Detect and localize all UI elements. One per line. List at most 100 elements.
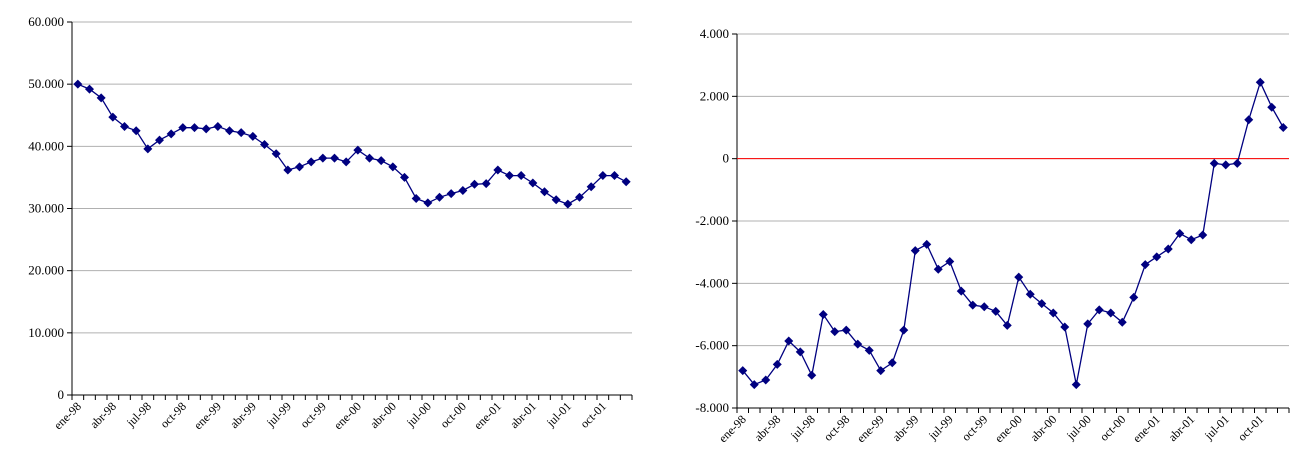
data-point [922,239,932,249]
data-point [598,171,608,181]
series-line [77,83,627,205]
data-point [621,177,631,187]
y-tick-label: 0 [723,151,730,166]
y-tick-label: 20.000 [28,263,64,278]
data-point [1025,289,1035,299]
y-tick-label: 40.000 [28,138,64,153]
data-point [1152,252,1162,262]
x-tick-label: oct-98 [821,412,853,444]
data-point [1048,308,1058,318]
data-point [166,129,176,139]
y-tick-label: 10.000 [28,325,64,340]
data-point [841,325,851,335]
data-point [807,370,817,380]
data-point [353,145,363,155]
data-point [1232,158,1242,168]
right-chart: -8.000 -6.000 -4.000 -2.000 0 2.000 4.000 ene-9… [695,26,1290,445]
data-point [493,165,503,175]
data-point [376,156,386,166]
data-point [411,194,421,204]
data-point [818,310,828,319]
y-tick-label: 4.000 [700,26,729,41]
data-point [979,302,989,312]
data-point [610,171,619,181]
data-point [528,178,538,188]
data-point [551,195,561,205]
x-tick-label: oct-01 [1235,412,1267,444]
data-point [435,192,444,202]
data-point [1083,319,1093,329]
data-point [236,128,246,138]
x-tick-label: ene-00 [331,399,364,432]
y-tick-label: -8.000 [695,400,729,415]
data-point [388,162,398,172]
x-tick-label: abr-01 [507,399,539,431]
data-point [968,300,978,310]
x-tick-label: jul-99 [263,399,294,430]
data-point [365,153,374,163]
data-point [96,93,106,103]
x-tick-label: oct-01 [577,399,609,431]
y-tick-label: 60.000 [28,14,64,29]
data-point [864,345,874,355]
data-point [586,182,596,192]
data-point [516,171,526,181]
data-point [575,192,584,202]
y-tick-label: -6.000 [695,338,729,353]
data-point [1002,320,1012,330]
data-point [458,185,468,195]
data-point [853,339,863,349]
data-point [423,198,433,208]
data-point [446,189,456,199]
x-tick-label: ene-99 [191,399,224,432]
x-tick-label: jul-99 [925,412,956,443]
y-tick-label: -4.000 [695,275,729,290]
data-point [1060,322,1070,332]
y-tick-label: 0 [58,387,65,402]
x-tick-label: jul-00 [403,399,434,430]
x-tick-label: jul-98 [123,399,154,430]
data-point [213,121,223,131]
data-point [470,179,479,189]
x-tick-label: ene-99 [854,412,887,445]
x-tick-label: abr-99 [227,399,259,431]
data-point [120,121,129,131]
data-point [73,79,83,89]
data-point [1014,272,1024,282]
left-chart: 0 10.000 20.000 30.000 40.000 50.000 60.000 ene… [28,14,633,432]
x-tick-label: jul-00 [1063,412,1094,443]
data-point [910,246,920,256]
data-point [306,157,316,167]
data-point [201,124,211,134]
data-point [933,264,943,274]
data-point [131,126,141,136]
data-point [563,199,573,209]
data-point [830,327,840,337]
data-point [540,187,549,197]
data-point [481,179,491,189]
data-point [761,375,771,385]
data-point [1129,292,1139,302]
data-point [899,325,909,335]
data-point [1267,102,1277,112]
data-point [505,171,514,181]
data-point [190,123,199,133]
data-point [295,162,304,172]
data-point [1244,115,1254,125]
x-tick-label: oct-99 [959,412,991,444]
x-tick-label: oct-00 [1097,412,1129,444]
y-tick-label: 30.000 [28,201,64,216]
data-point [1106,308,1116,318]
data-point [155,135,164,145]
x-tick-label: abr-01 [1165,412,1197,444]
data-point [1071,380,1081,390]
x-tick-label: abr-98 [751,412,783,444]
data-point [795,347,805,357]
data-point [1037,299,1047,309]
data-point [1186,235,1196,245]
x-tick-label: abr-00 [1027,412,1059,444]
x-tick-label: ene-98 [51,399,84,432]
y-tick-label: 2.000 [700,88,729,103]
data-point [956,286,966,296]
